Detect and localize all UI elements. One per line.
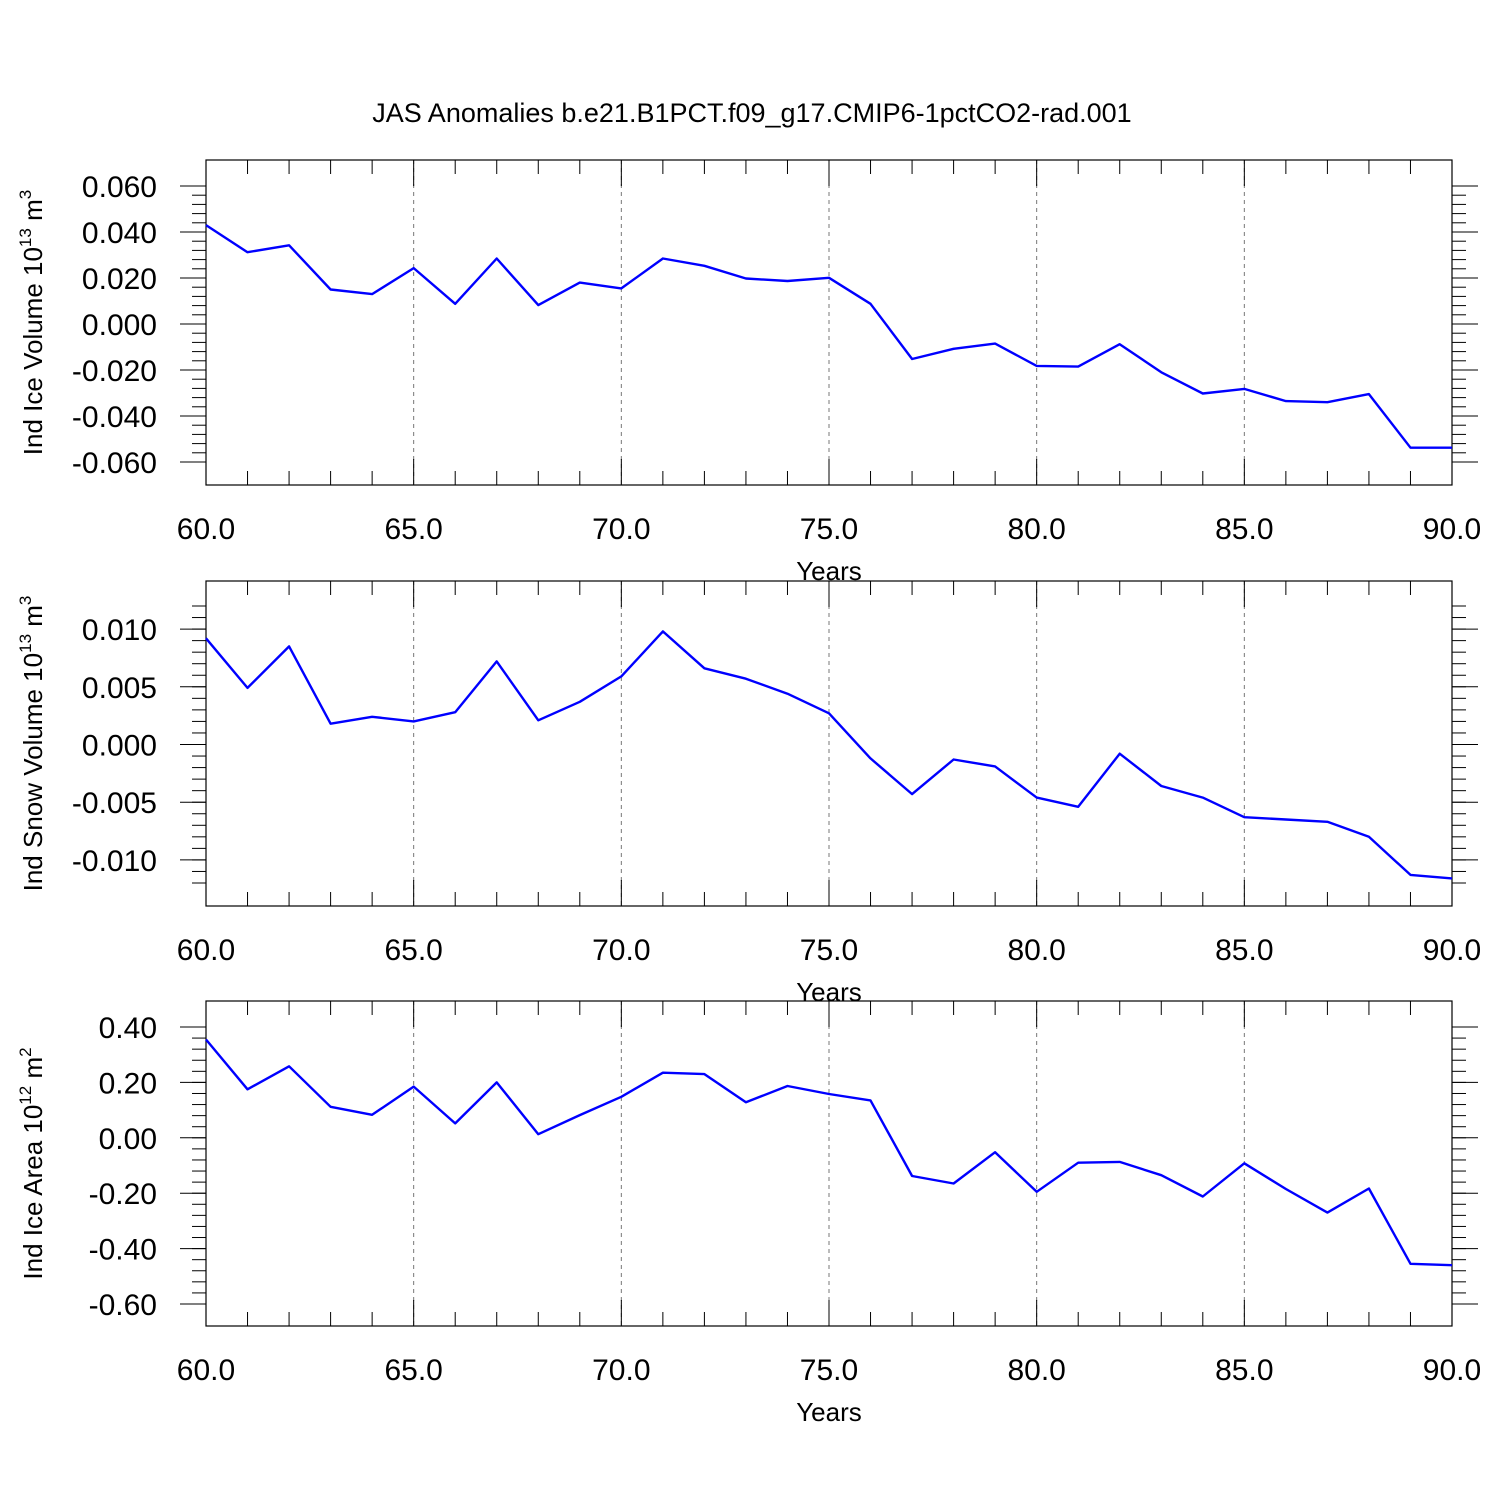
y-axis-title: Ind Ice Volume 1013 m3	[16, 190, 48, 455]
x-tick-label: 60.0	[177, 1354, 235, 1387]
series-line	[205, 224, 1452, 449]
y-axis-title: Ind Snow Volume 1013 m3	[16, 596, 48, 892]
chart-panel-2: 0.010 0.005 0.000 -0.005 -0.010 60.0 65.0 70.0 7…	[16, 580, 1481, 1007]
x-tick-label: 85.0	[1215, 934, 1273, 967]
x-tick-label: 60.0	[177, 934, 235, 967]
x-tick-label: 90.0	[1423, 934, 1481, 967]
x-tick-label: 60.0	[177, 513, 235, 546]
chart-panel-3: 0.40 0.20 0.00 -0.20 -0.40 -0.60 60.0 65.0 70.0 7…	[16, 1000, 1481, 1427]
y-axis-title: Ind Ice Area 1012 m2	[16, 1047, 48, 1279]
y-tick-label: 0.00	[99, 1123, 157, 1156]
y-tick-label: -0.060	[72, 447, 157, 480]
x-tick-label: 65.0	[384, 1354, 442, 1387]
x-tick-label: 80.0	[1007, 934, 1065, 967]
y-tick-label: 0.010	[82, 614, 157, 647]
x-tick-label: 70.0	[592, 934, 650, 967]
x-tick-label: 80.0	[1007, 513, 1065, 546]
x-tick-label: 70.0	[592, 1354, 650, 1387]
y-tick-label: -0.005	[72, 787, 157, 820]
x-tick-label: 90.0	[1423, 513, 1481, 546]
x-axis-title: Years	[796, 1397, 862, 1427]
x-tick-label: 75.0	[800, 934, 858, 967]
plot-frame	[205, 159, 1453, 486]
y-tick-label: -0.020	[72, 355, 157, 388]
y-tick-label: -0.60	[89, 1289, 157, 1322]
x-tick-label: 75.0	[800, 1354, 858, 1387]
y-tick-label: 0.40	[99, 1012, 157, 1045]
y-tick-label: 0.060	[82, 171, 157, 204]
y-tick-label: -0.010	[72, 845, 157, 878]
plot-frame	[205, 580, 1453, 907]
x-tick-label: 75.0	[800, 513, 858, 546]
x-tick-label: 65.0	[384, 513, 442, 546]
y-tick-label: 0.020	[82, 263, 157, 296]
y-tick-label: 0.20	[99, 1067, 157, 1100]
series-line	[205, 1038, 1453, 1267]
y-tick-label: -0.040	[72, 401, 157, 434]
x-tick-label: 90.0	[1423, 1354, 1481, 1387]
chart-panel-1: 0.060 0.040 0.020 0.000 -0.020 -0.040 -0.060 60…	[16, 159, 1481, 586]
x-tick-label: 80.0	[1007, 1354, 1065, 1387]
x-tick-label: 65.0	[384, 934, 442, 967]
chart-panels: 0.060 0.040 0.020 0.000 -0.020 -0.040 -0.060 60…	[16, 159, 1481, 1427]
series-line	[205, 630, 1453, 880]
y-tick-label: 0.005	[82, 672, 157, 705]
plot-frame	[205, 1000, 1453, 1327]
y-tick-label: 0.040	[82, 217, 157, 250]
x-tick-label: 85.0	[1215, 513, 1273, 546]
x-tick-label: 85.0	[1215, 1354, 1273, 1387]
y-tick-label: -0.40	[89, 1234, 157, 1267]
y-tick-label: 0.000	[82, 309, 157, 342]
y-tick-label: 0.000	[82, 730, 157, 763]
figure-title: JAS Anomalies b.e21.B1PCT.f09_g17.CMIP6-…	[372, 98, 1131, 128]
y-tick-label: -0.20	[89, 1178, 157, 1211]
x-tick-label: 70.0	[592, 513, 650, 546]
